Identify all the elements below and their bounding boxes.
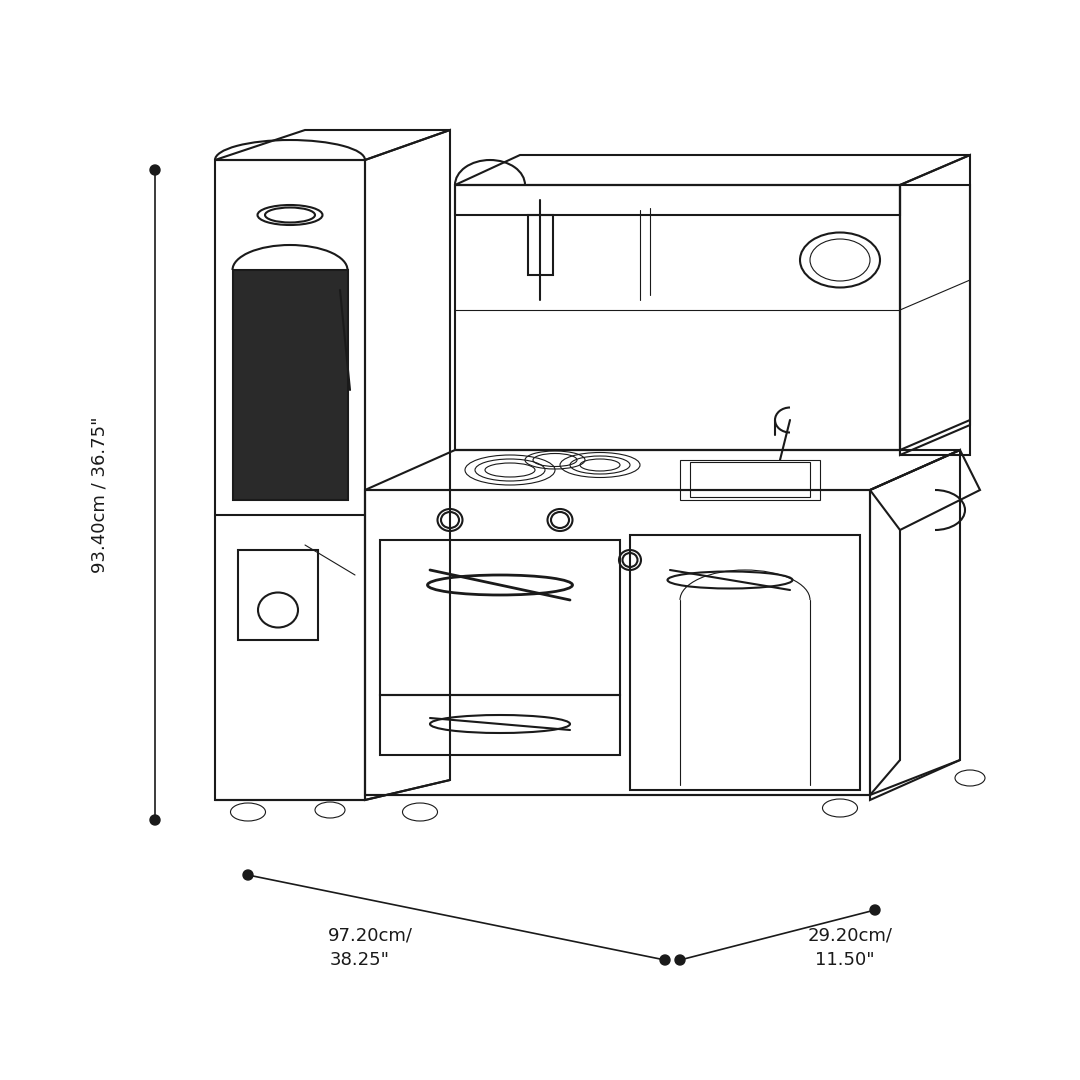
Circle shape — [675, 955, 685, 966]
Bar — [455, 185, 900, 450]
Circle shape — [243, 870, 253, 880]
Bar — [365, 490, 870, 795]
Bar — [900, 185, 970, 455]
Text: 93.40cm / 36.75": 93.40cm / 36.75" — [91, 417, 109, 573]
Bar — [233, 270, 348, 500]
Circle shape — [150, 165, 160, 175]
Text: 11.50": 11.50" — [815, 951, 875, 969]
Text: 97.20cm/: 97.20cm/ — [327, 926, 413, 944]
Bar — [455, 185, 900, 215]
Bar — [528, 215, 553, 275]
Bar — [690, 462, 810, 497]
Bar — [380, 540, 620, 696]
Bar — [630, 535, 860, 789]
Bar — [380, 696, 620, 755]
Text: 29.20cm/: 29.20cm/ — [808, 926, 892, 944]
Circle shape — [660, 955, 670, 966]
Text: 38.25": 38.25" — [330, 951, 390, 969]
Circle shape — [870, 905, 880, 915]
Circle shape — [150, 815, 160, 825]
Bar — [238, 550, 318, 640]
Bar — [215, 160, 365, 800]
Bar — [680, 460, 820, 500]
